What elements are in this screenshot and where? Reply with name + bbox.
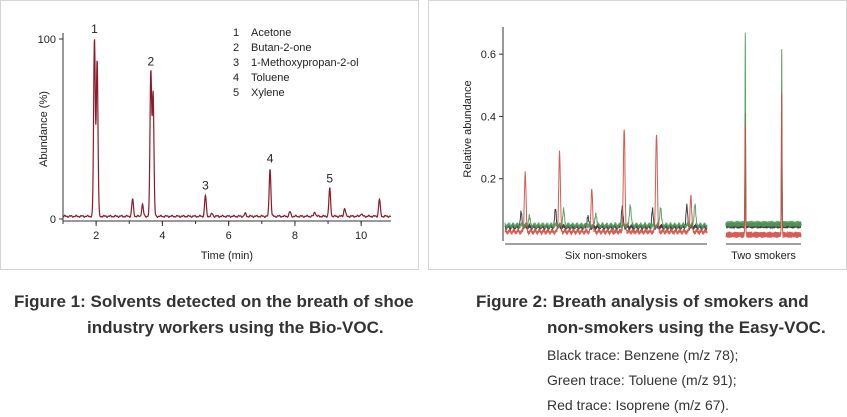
figure-2-caption-line2: non-smokers using the Easy-VOC. (547, 318, 826, 337)
x-tick-label: 6 (226, 230, 232, 242)
legend-label: Toluene (251, 72, 290, 84)
legend-label: Xylene (251, 87, 285, 99)
trace-line-isoprene (504, 129, 708, 237)
x-tick-label: 10 (355, 230, 367, 242)
trace-note-isoprene: Red trace: Isoprene (m/z 67). (547, 397, 730, 413)
legend-label: 1-Methoxypropan-2-ol (251, 57, 359, 69)
figure-1-caption-line2: industry workers using the Bio-VOC. (87, 318, 384, 337)
x-tick-label: 8 (292, 230, 298, 242)
trace-line-toluene (504, 203, 708, 230)
figure-1-panel: 0 100 2 4 6 8 10 Time (min) Abundance (%) 1 2 3 4 5 1 A… (0, 0, 419, 270)
trace-line-isoprene (725, 93, 802, 238)
figure-2-caption-label: Figure 2: (476, 292, 548, 311)
group-label: Two smokers (731, 250, 796, 262)
figure-1-caption-label: Figure 1: (14, 292, 86, 311)
y-tick-label: 0.2 (481, 174, 496, 186)
trace-line-benzene (725, 112, 802, 230)
legend-number: 5 (233, 87, 239, 99)
y-tick-label: 0.4 (481, 111, 496, 123)
x-tick-label: 4 (159, 230, 165, 242)
figure-2-panel: 0.2 0.4 0.6 Relative abundance Six non-smoke… (428, 0, 847, 270)
legend-label: Acetone (251, 27, 291, 39)
legend-label: Butan-2-one (251, 42, 312, 54)
legend-number: 1 (233, 27, 239, 39)
y-tick-label: 100 (38, 34, 56, 46)
y-tick-label: 0 (50, 214, 56, 226)
y-axis-label: Relative abundance (462, 80, 474, 177)
figure-1-caption-line1: Solvents detected on the breath of shoe (90, 292, 414, 311)
x-axis-label: Time (min) (201, 250, 253, 262)
trace-note-toluene: Green trace: Toluene (m/z 91); (547, 372, 737, 388)
legend-number: 2 (233, 42, 239, 54)
trace-note-benzene: Black trace: Benzene (m/z 78); (547, 347, 739, 363)
group-label: Six non-smokers (565, 250, 647, 262)
breath-analysis-chart: 0.2 0.4 0.6 Relative abundance Six non-smoke… (462, 27, 802, 262)
peak-label: 2 (147, 54, 154, 68)
figure-1-caption: Figure 1: Solvents detected on the breat… (14, 289, 414, 314)
peak-label: 1 (91, 22, 98, 36)
peak-label: 3 (202, 179, 209, 193)
figure-2-caption: Figure 2: Breath analysis of smokers and (476, 289, 809, 314)
peak-label: 4 (267, 152, 274, 166)
x-tick-label: 2 (93, 230, 99, 242)
figure-2-caption-line1: Breath analysis of smokers and (552, 292, 809, 311)
trace-line-toluene (725, 32, 802, 229)
chromatogram-trace (62, 39, 392, 219)
y-axis-label: Abundance (%) (38, 91, 50, 167)
legend-number: 4 (233, 72, 239, 84)
y-tick-label: 0.6 (481, 49, 496, 61)
legend-number: 3 (233, 57, 239, 69)
peak-label: 5 (326, 171, 333, 185)
